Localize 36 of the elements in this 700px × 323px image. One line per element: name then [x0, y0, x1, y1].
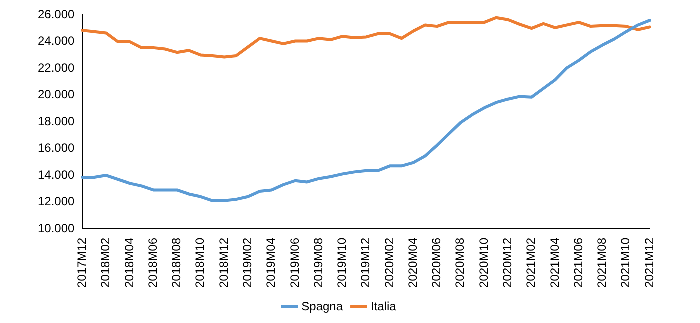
x-tick-label: 2021M08	[595, 238, 610, 288]
x-tick-label: 2020M02	[382, 238, 396, 288]
y-tick-label: 18.000	[38, 114, 76, 128]
x-tick-label: 2020M12	[500, 238, 514, 288]
x-tick-label: 2019M02	[240, 238, 254, 288]
x-tick-label: 2019M12	[358, 238, 373, 288]
x-tick-label: 2019M04	[264, 238, 278, 288]
y-tick-label: 20.000	[38, 88, 76, 102]
x-tick-label: 2018M10	[193, 238, 208, 288]
legend-label: Spagna	[302, 299, 344, 314]
x-tick-label: 2018M04	[122, 238, 136, 288]
x-tick-label: 2020M10	[476, 238, 491, 288]
x-tick-label: 2021M10	[618, 238, 633, 288]
x-tick-label: 2020M06	[430, 238, 444, 288]
y-tick-label: 22.000	[38, 60, 76, 75]
y-tick-label: 10.000	[38, 221, 76, 236]
x-tick-label: 2020M04	[406, 238, 420, 288]
x-tick-label: 2018M08	[170, 238, 184, 288]
x-tick-label: 2021M02	[524, 238, 538, 288]
y-tick-label: 14.000	[38, 168, 76, 182]
x-tick-label: 2017M12	[75, 238, 90, 288]
x-tick-label: 2019M06	[288, 238, 302, 288]
y-tick-label: 16.000	[38, 141, 76, 156]
x-tick-label: 2019M08	[311, 238, 326, 288]
x-tick-label: 2019M10	[335, 238, 350, 288]
x-tick-label: 2018M02	[98, 238, 113, 288]
x-tick-label: 2018M12	[216, 238, 231, 288]
y-tick-label: 26.000	[38, 8, 76, 22]
y-tick-label: 24.000	[38, 34, 76, 48]
x-tick-label: 2021M06	[571, 238, 586, 288]
x-tick-label: 2021M04	[548, 238, 562, 288]
x-tick-label: 2020M08	[453, 238, 468, 288]
x-tick-label: 2018M06	[146, 238, 160, 288]
legend-label: Italia	[371, 299, 397, 314]
y-tick-label: 12.000	[38, 194, 76, 209]
x-tick-label: 2021M12	[642, 238, 656, 288]
